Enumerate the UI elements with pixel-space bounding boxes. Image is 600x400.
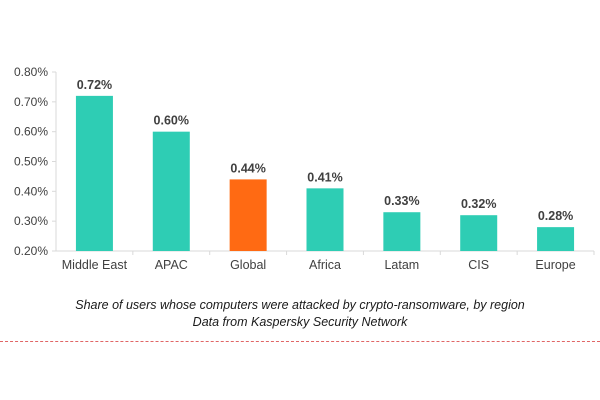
chart-caption-line-1: Share of users whose computers were atta… — [75, 298, 525, 312]
bar — [306, 188, 344, 251]
y-tick-label: 0.50% — [14, 155, 48, 169]
y-tick-label: 0.80% — [14, 65, 48, 79]
data-label: 0.32% — [461, 197, 496, 211]
bar — [383, 212, 421, 251]
y-tick-label: 0.40% — [14, 184, 48, 198]
chart-caption-line-2: Data from Kaspersky Security Network — [192, 315, 408, 329]
x-tick-label: Global — [230, 258, 266, 272]
x-tick-label: Europe — [535, 258, 575, 272]
dashed-divider — [0, 341, 600, 342]
data-label: 0.60% — [154, 114, 189, 128]
bar — [229, 179, 267, 251]
bar-chart: 0.20% 0.30% 0.40% 0.50% 0.60% 0.70% 0.80% 0.72%… — [14, 65, 595, 272]
x-tick-label: Africa — [309, 258, 341, 272]
data-label: 0.28% — [538, 209, 573, 223]
y-tick-label: 0.20% — [14, 244, 48, 258]
bar — [460, 215, 498, 251]
data-label: 0.41% — [307, 170, 342, 184]
data-label: 0.33% — [384, 194, 419, 208]
y-tick-label: 0.60% — [14, 125, 48, 139]
x-tick-label: CIS — [468, 258, 489, 272]
data-label: 0.44% — [230, 161, 265, 175]
bar — [537, 227, 575, 251]
bar — [75, 95, 113, 251]
bar — [152, 131, 190, 251]
x-tick-label: Latam — [384, 258, 419, 272]
y-tick-label: 0.30% — [14, 214, 48, 228]
y-tick-label: 0.70% — [14, 95, 48, 109]
data-label: 0.72% — [77, 78, 112, 92]
x-tick-label: APAC — [155, 258, 188, 272]
x-tick-label: Middle East — [62, 258, 128, 272]
